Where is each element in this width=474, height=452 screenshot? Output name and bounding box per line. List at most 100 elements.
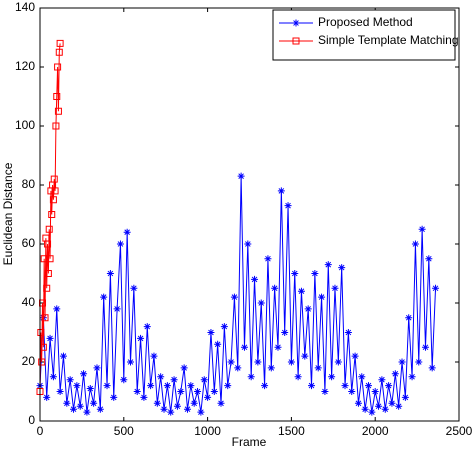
data-point — [44, 240, 52, 248]
y-tick-label: 20 — [22, 354, 36, 368]
data-point — [341, 382, 349, 390]
data-point — [284, 202, 292, 210]
y-tick-label: 60 — [22, 236, 36, 250]
y-tick-label: 0 — [28, 413, 35, 427]
data-point — [190, 399, 198, 407]
data-point — [304, 305, 312, 313]
data-point — [143, 323, 151, 331]
data-point — [368, 408, 376, 416]
data-point — [277, 187, 285, 195]
x-tick-label: 1500 — [278, 424, 305, 438]
data-point — [358, 373, 366, 381]
data-point — [53, 93, 61, 100]
legend-label: Proposed Method — [318, 15, 413, 29]
data-point — [405, 314, 413, 322]
data-point — [86, 385, 94, 393]
data-point — [163, 382, 171, 390]
legend-label: Simple Template Matching — [318, 33, 459, 47]
data-point — [230, 293, 238, 301]
data-point — [375, 402, 383, 410]
data-point — [48, 211, 56, 218]
data-point — [224, 382, 232, 390]
data-point — [100, 293, 108, 301]
data-point — [153, 399, 161, 407]
data-point — [123, 228, 131, 236]
data-point — [51, 187, 59, 195]
data-point — [318, 293, 326, 301]
data-point — [96, 405, 104, 413]
data-point — [328, 373, 336, 381]
data-point — [432, 284, 440, 292]
data-point — [428, 364, 436, 372]
data-point — [385, 382, 393, 390]
data-point — [157, 373, 165, 381]
data-point — [271, 284, 279, 292]
data-point — [331, 284, 339, 292]
x-tick-label: 2000 — [362, 424, 389, 438]
data-point — [314, 364, 322, 372]
data-point — [130, 284, 138, 292]
data-point — [364, 382, 372, 390]
y-tick-label: 140 — [15, 0, 35, 14]
data-point — [173, 402, 181, 410]
data-point — [227, 358, 235, 366]
data-point — [354, 399, 362, 407]
x-axis-label: Frame — [232, 435, 267, 449]
data-point — [106, 270, 114, 277]
data-point — [43, 393, 51, 401]
data-point — [254, 358, 262, 366]
data-point — [56, 39, 64, 47]
data-point — [411, 240, 419, 248]
data-point — [45, 225, 53, 233]
data-point — [381, 405, 389, 413]
data-point — [76, 402, 84, 410]
data-point — [217, 399, 225, 407]
data-point — [160, 405, 168, 413]
data-point — [147, 382, 155, 390]
series-line — [39, 43, 61, 392]
data-point — [344, 329, 352, 336]
data-point — [183, 405, 191, 413]
data-point — [401, 393, 409, 401]
data-point — [55, 48, 63, 56]
data-point — [425, 255, 433, 263]
data-point — [103, 382, 111, 390]
y-tick-label: 80 — [22, 177, 36, 191]
data-point — [291, 270, 299, 277]
data-point — [308, 382, 316, 390]
data-point — [167, 408, 175, 416]
data-point — [41, 314, 49, 322]
data-point — [257, 299, 265, 307]
data-point — [52, 122, 60, 130]
legend-marker — [292, 19, 300, 27]
legend: Proposed Method Simple Template Matching — [272, 9, 459, 61]
data-point — [56, 388, 64, 395]
legend-marker — [292, 37, 300, 45]
data-point — [54, 107, 62, 115]
data-point — [240, 343, 248, 351]
data-point — [137, 334, 145, 342]
data-point — [214, 340, 222, 348]
data-point — [281, 329, 289, 336]
data-point — [200, 376, 208, 384]
data-point — [297, 287, 305, 295]
data-point — [110, 393, 118, 401]
data-point — [70, 405, 78, 413]
y-axis-label: Euclidean Distance — [1, 162, 15, 265]
data-point — [46, 334, 54, 342]
data-point — [50, 175, 58, 183]
data-point — [93, 364, 101, 372]
data-point — [395, 402, 403, 410]
plot-frame — [39, 7, 460, 422]
data-point — [63, 399, 71, 407]
data-point — [351, 352, 359, 360]
legend-box — [272, 9, 456, 61]
data-point — [73, 382, 81, 390]
data-point — [49, 373, 57, 381]
data-point — [53, 305, 61, 313]
data-point — [83, 408, 91, 416]
data-point — [264, 255, 272, 263]
data-point — [237, 172, 245, 180]
data-point — [140, 393, 148, 401]
